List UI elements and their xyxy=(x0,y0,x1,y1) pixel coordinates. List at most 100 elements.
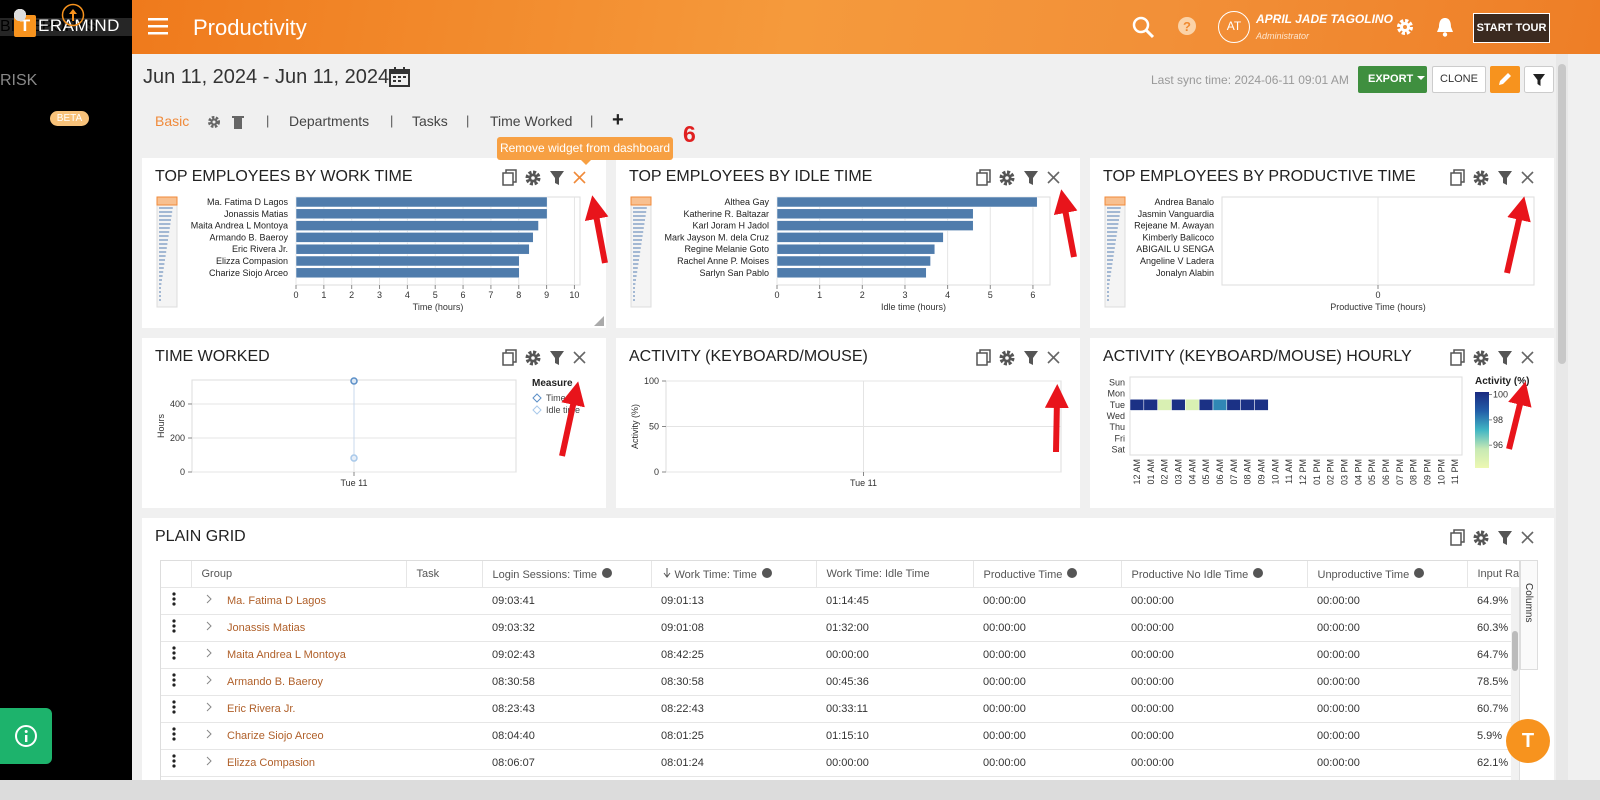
clone-button[interactable]: CLONE xyxy=(1432,66,1486,93)
table-cell: 01:14:45 xyxy=(816,587,973,615)
filter-icon[interactable] xyxy=(550,171,564,185)
column-header[interactable]: Group xyxy=(191,561,407,588)
cell-text: 00:00:00 xyxy=(1317,675,1360,688)
tab[interactable]: Time Worked xyxy=(490,113,573,129)
expand-icon[interactable] xyxy=(205,756,213,766)
menu-item[interactable]: BEHAVIOR xyxy=(0,9,132,144)
filter-icon[interactable] xyxy=(550,351,564,365)
calendar-icon[interactable] xyxy=(389,67,411,87)
start-tour-button[interactable]: START TOUR xyxy=(1473,13,1550,43)
menu-item[interactable]: COMPUTERS xyxy=(0,9,132,180)
column-header[interactable]: Unproductive Time xyxy=(1307,561,1468,588)
close-icon[interactable] xyxy=(1047,351,1060,364)
row-menu[interactable] xyxy=(161,668,191,696)
menu-item[interactable]: MONITORING xyxy=(0,9,132,72)
column-header[interactable]: Productive No Idle Time xyxy=(1121,561,1308,588)
expand-icon[interactable] xyxy=(205,648,213,658)
copy-icon[interactable] xyxy=(1450,349,1465,366)
settings-icon[interactable] xyxy=(525,350,541,366)
settings-icon[interactable] xyxy=(1473,530,1489,546)
avatar[interactable]: AT xyxy=(1218,11,1250,43)
resize-handle[interactable] xyxy=(594,316,604,326)
row-menu[interactable] xyxy=(161,587,191,615)
header-label: Login Sessions: Time xyxy=(492,568,598,581)
column-header[interactable]: Work Time: Time xyxy=(651,561,817,588)
icon-shape xyxy=(206,621,212,631)
filter-icon[interactable] xyxy=(1498,351,1512,365)
edit-button[interactable] xyxy=(1490,66,1520,93)
column-header[interactable]: Task xyxy=(406,561,483,588)
row-menu[interactable] xyxy=(161,614,191,642)
row-menu[interactable] xyxy=(161,722,191,750)
page-scrollbar[interactable] xyxy=(1556,54,1568,780)
row-menu[interactable] xyxy=(161,749,191,777)
filter-icon[interactable] xyxy=(1024,171,1038,185)
widget-title: PLAIN GRID xyxy=(155,528,246,545)
expand-icon[interactable] xyxy=(205,675,213,685)
help-icon[interactable]: ? xyxy=(1177,16,1199,38)
close-icon[interactable] xyxy=(1521,531,1534,544)
copy-icon[interactable] xyxy=(976,349,991,366)
close-icon[interactable] xyxy=(1047,171,1060,184)
date-range[interactable]: Jun 11, 2024 - Jun 11, 2024 xyxy=(143,66,390,88)
cell-text: 00:00:00 xyxy=(1131,756,1174,769)
copy-icon[interactable] xyxy=(1450,529,1465,546)
filter-icon[interactable] xyxy=(1024,351,1038,365)
menu-item[interactable]: CONFIGURE xyxy=(0,9,132,198)
copy-icon[interactable] xyxy=(502,169,517,186)
tab[interactable]: Tasks xyxy=(412,113,448,129)
expand-icon[interactable] xyxy=(205,702,213,712)
copy-icon[interactable] xyxy=(976,169,991,186)
close-icon[interactable] xyxy=(1521,351,1534,364)
task-cell xyxy=(406,668,482,696)
close-icon[interactable] xyxy=(1521,171,1534,184)
scroll-thumb[interactable] xyxy=(1558,64,1566,364)
row-menu[interactable] xyxy=(161,695,191,723)
tab[interactable]: Basic xyxy=(155,113,190,129)
column-header[interactable]: Input Ra xyxy=(1467,561,1519,588)
add-tab[interactable]: + xyxy=(612,109,624,131)
column-header[interactable]: Work Time: Idle Time xyxy=(816,561,974,588)
chat-button[interactable]: T xyxy=(1506,719,1550,763)
settings-icon[interactable] xyxy=(999,350,1015,366)
columns-tab[interactable]: Columns xyxy=(1520,560,1538,670)
settings-icon[interactable] xyxy=(999,170,1015,186)
close-icon[interactable] xyxy=(573,171,586,184)
expand-icon[interactable] xyxy=(205,729,213,739)
copy-icon[interactable] xyxy=(502,349,517,366)
settings-icon[interactable] xyxy=(1473,170,1489,186)
column-header[interactable]: Login Sessions: Time xyxy=(482,561,652,588)
expand-icon[interactable] xyxy=(205,621,213,631)
close-icon[interactable] xyxy=(573,351,586,364)
table-cell: 00:00:00 xyxy=(1121,614,1307,642)
menu-toggle[interactable] xyxy=(148,17,170,37)
copy-icon[interactable] xyxy=(1450,169,1465,186)
menu-item[interactable]: OMNI BETA xyxy=(0,9,132,126)
menu-item[interactable]: EMPLOYEES xyxy=(0,9,132,162)
filter-icon[interactable] xyxy=(1498,531,1512,545)
info-button[interactable] xyxy=(0,708,52,764)
filter-button[interactable] xyxy=(1524,66,1554,93)
row-menu[interactable] xyxy=(161,641,191,669)
icon-shape xyxy=(979,169,991,183)
tab[interactable]: Departments xyxy=(289,113,370,129)
table-scroll-thumb[interactable] xyxy=(1512,631,1518,671)
filter-icon[interactable] xyxy=(1498,171,1512,185)
colorbar-label: 96 xyxy=(1493,440,1503,450)
bell-icon[interactable] xyxy=(1435,16,1455,38)
column-header[interactable]: Productive Time xyxy=(973,561,1122,588)
expand-icon[interactable] xyxy=(205,594,213,604)
menu-item[interactable]: DASHBOARDS xyxy=(0,9,132,54)
menu-item[interactable]: SYSTEM xyxy=(0,9,132,216)
menu-icon xyxy=(14,9,26,21)
menu-item[interactable]: PRODUCTIVITY xyxy=(0,9,132,108)
export-button[interactable]: EXPORT xyxy=(1358,66,1427,93)
cell-text: 00:00:00 xyxy=(983,702,1026,715)
menu-item[interactable]: MY ACCOUNT xyxy=(0,9,132,234)
menu-item[interactable]: RISK xyxy=(0,3,132,90)
search-icon[interactable] xyxy=(1132,16,1156,40)
settings-icon[interactable] xyxy=(1394,16,1416,38)
settings-icon[interactable] xyxy=(1473,350,1489,366)
settings-icon[interactable] xyxy=(525,170,541,186)
icon-shape xyxy=(663,567,670,578)
